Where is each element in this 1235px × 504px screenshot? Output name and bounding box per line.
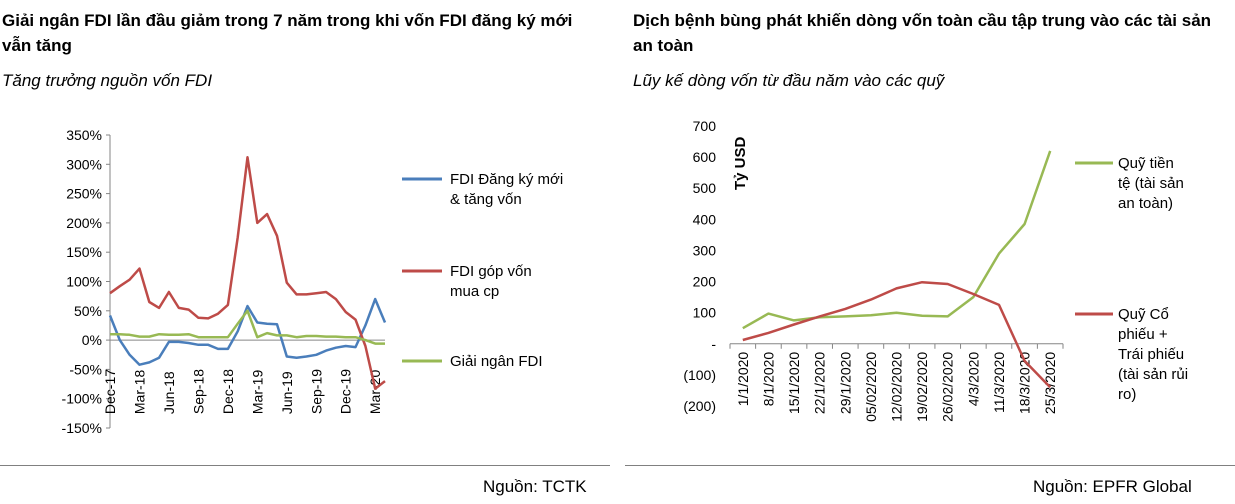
y-tick-label: -100% (62, 391, 102, 407)
fdi-growth-chart: 350% 300% 250% 200% 150% 100% 50% 0% -50% -100% -1… (62, 127, 564, 436)
x-tick-label: Jun-18 (161, 371, 177, 414)
x-tick-label: 05/02/2020 (863, 352, 879, 422)
y-tick-label: 350% (66, 127, 102, 143)
y-tick-label: -150% (62, 420, 102, 436)
series-line-3 (110, 309, 385, 345)
y-tick-label: 700 (693, 118, 717, 134)
x-tick-label: 29/1/2020 (837, 352, 853, 414)
right-divider (625, 465, 1235, 466)
y-tick-label: (200) (683, 398, 716, 414)
left-source: Nguồn: TCTK (483, 477, 587, 496)
right-subtitle: Lũy kế dòng vốn từ đầu năm vào các quỹ (633, 71, 945, 90)
y-tick-label: 100 (693, 305, 717, 321)
right-source: Nguồn: EPFR Global (1033, 477, 1192, 496)
y-tick-label: -50% (69, 361, 102, 377)
y-tick-label: 0% (82, 332, 102, 348)
y-tick-label: 100% (66, 274, 102, 290)
series-line-2 (109, 156, 386, 390)
x-tick-label: Dec-17 (102, 369, 118, 414)
x-tick-label: Jun-19 (279, 371, 295, 414)
y-tick-label: 50% (74, 303, 102, 319)
y-tick-label: 500 (693, 180, 717, 196)
y-tick-label: - (711, 336, 716, 352)
x-tick-label: 11/3/2020 (991, 352, 1007, 413)
y-tick-label: 250% (66, 186, 102, 202)
legend-label-1: Quỹ tiền tệ (tài sản an toàn) (1118, 155, 1184, 212)
left-title: Giải ngân FDI lần đầu giảm trong 7 năm t… (2, 11, 573, 55)
y-tick-label: 150% (66, 244, 102, 260)
legend-label-2: Quỹ Cổ phiếu + Trái phiếu (tài sản rủi ro) (1118, 306, 1188, 403)
left-divider (0, 465, 610, 466)
series-line-2 (742, 280, 1052, 389)
x-tick-label: 1/1/2020 (735, 352, 751, 407)
x-tick-label: 22/1/2020 (812, 352, 828, 414)
y-tick-label: 300 (693, 242, 717, 258)
x-tick-label: Sep-18 (190, 369, 206, 414)
right-title: Dịch bệnh bùng phát khiến dòng vốn toàn … (633, 11, 1212, 55)
x-tick-label: Mar-18 (131, 370, 147, 415)
x-tick-label: Mar-19 (249, 370, 265, 415)
y-tick-label: 600 (693, 149, 717, 165)
y-tick-label: (100) (683, 367, 716, 383)
x-tick-label: Mar-20 (367, 370, 383, 415)
series-line-1 (742, 150, 1052, 330)
x-tick-label: 26/02/2020 (940, 352, 956, 422)
x-tick-label: 18/3/2020 (1017, 352, 1033, 414)
legend-label-1: FDI Đăng ký mới & tăng vốn (450, 171, 563, 208)
x-tick-label: Dec-19 (338, 369, 354, 414)
y-tick-label: 200% (66, 215, 102, 231)
y-tick-label: 200 (693, 274, 717, 290)
x-tick-label: 25/3/2020 (1042, 352, 1058, 414)
x-tick-label: Sep-19 (308, 369, 324, 414)
x-tick-label: 4/3/2020 (965, 352, 981, 407)
x-tick-label: 12/02/2020 (889, 352, 905, 422)
y-tick-label: 300% (66, 156, 102, 172)
x-tick-label: 19/02/2020 (914, 352, 930, 422)
legend-label-2: FDI góp vốn mua cp (450, 263, 532, 300)
left-subtitle: Tăng trưởng nguồn vốn FDI (2, 71, 213, 90)
fund-flows-chart: 700 600 500 400 300 200 100 - (100) (200) Tỷ USD 1/… (683, 118, 1188, 422)
x-tick-label: Dec-18 (220, 369, 236, 414)
x-tick-label: 15/1/2020 (786, 352, 802, 414)
legend-label-3: Giải ngân FDI (450, 353, 543, 370)
y-axis-label: Tỷ USD (732, 136, 749, 190)
x-tick-label: 8/1/2020 (760, 352, 776, 407)
y-tick-label: 400 (693, 211, 717, 227)
series-line-1 (108, 297, 387, 366)
